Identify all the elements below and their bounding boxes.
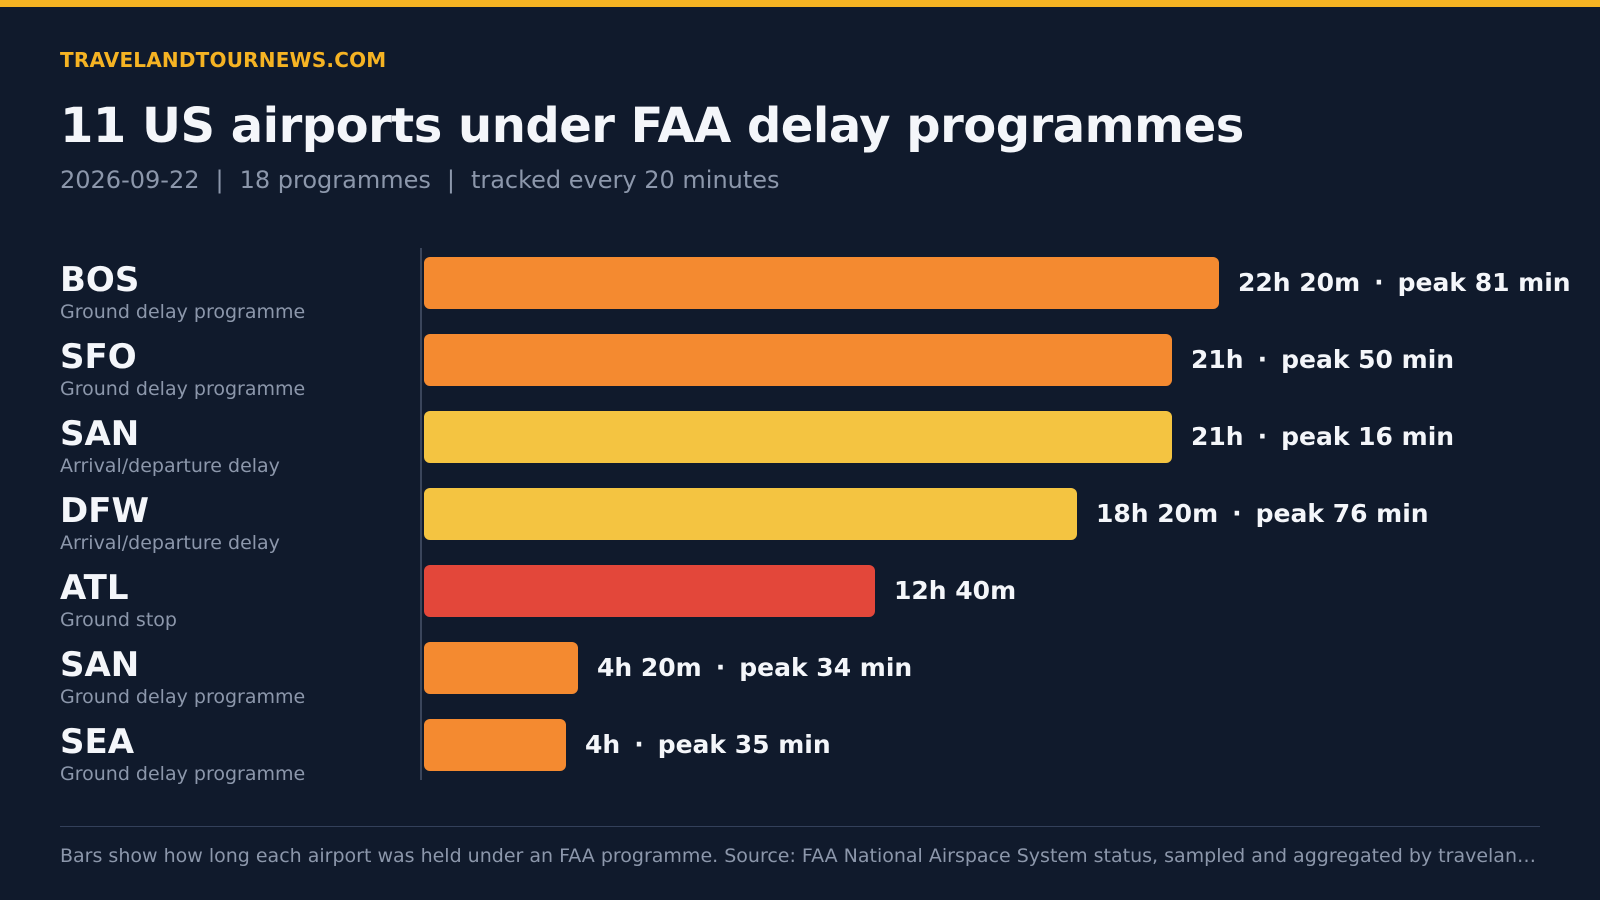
peak-label: peak 76 min [1255, 499, 1429, 528]
subtitle-frequency: tracked every 20 minutes [470, 166, 780, 194]
top-accent-bar [0, 0, 1600, 7]
bar [424, 719, 566, 771]
duration-label: 21h [1191, 345, 1244, 374]
duration-label: 4h 20m [597, 653, 702, 682]
airport-code: DFW [60, 491, 149, 531]
programme-type: Ground delay programme [60, 378, 306, 400]
separator-dot: · [1374, 268, 1384, 297]
footnote: Bars show how long each airport was held… [60, 845, 1540, 867]
programme-type: Ground delay programme [60, 686, 306, 708]
bar-value-label: 4h 20m · peak 34 min [597, 642, 912, 694]
programme-type: Arrival/departure delay [60, 455, 280, 477]
subtitle-separator: | [446, 166, 455, 194]
bar [424, 334, 1172, 386]
peak-label: peak 34 min [739, 653, 913, 682]
subtitle-date: 2026-09-22 [60, 166, 200, 194]
airport-code: SEA [60, 722, 135, 762]
chart-axis-line [420, 248, 422, 780]
peak-label: peak 35 min [657, 730, 831, 759]
programme-type: Ground delay programme [60, 763, 306, 785]
bar [424, 642, 578, 694]
bar-value-label: 18h 20m · peak 76 min [1096, 488, 1429, 540]
peak-label: peak 81 min [1397, 268, 1571, 297]
bar [424, 257, 1219, 309]
separator-dot: · [1257, 345, 1268, 374]
bar [424, 488, 1077, 540]
peak-label: peak 16 min [1281, 422, 1455, 451]
peak-label: peak 50 min [1281, 345, 1455, 374]
airport-code: SAN [60, 414, 140, 454]
programme-type: Ground stop [60, 609, 177, 631]
bar-value-label: 21h · peak 16 min [1191, 411, 1454, 463]
airport-code: ATL [60, 568, 129, 608]
chart-title: 11 US airports under FAA delay programme… [60, 98, 1244, 154]
bar [424, 411, 1172, 463]
bar-value-label: 12h 40m [894, 565, 1016, 617]
bar-value-label: 21h · peak 50 min [1191, 334, 1454, 386]
bar-value-label: 4h · peak 35 min [585, 719, 831, 771]
duration-label: 22h 20m [1238, 268, 1361, 297]
bar [424, 565, 875, 617]
brand-name: TRAVELANDTOURNEWS.COM [60, 48, 387, 72]
duration-label: 12h 40m [894, 576, 1017, 605]
airport-code: SAN [60, 645, 140, 685]
duration-label: 18h 20m [1096, 499, 1219, 528]
separator-dot: · [634, 730, 644, 759]
bar-value-label: 22h 20m · peak 81 min [1238, 257, 1571, 309]
separator-dot: · [1257, 422, 1268, 451]
airport-code: SFO [60, 337, 137, 377]
duration-label: 21h [1191, 422, 1244, 451]
programme-type: Ground delay programme [60, 301, 306, 323]
duration-label: 4h [585, 730, 621, 759]
chart-subtitle: 2026-09-22 | 18 programmes | tracked every 2… [60, 166, 780, 194]
separator-dot: · [715, 653, 726, 682]
subtitle-programmes: 18 programmes [239, 166, 431, 194]
airport-code: BOS [60, 260, 140, 300]
separator-dot: · [1232, 499, 1242, 528]
programme-type: Arrival/departure delay [60, 532, 280, 554]
footer-divider [60, 826, 1540, 827]
subtitle-separator: | [215, 166, 224, 194]
